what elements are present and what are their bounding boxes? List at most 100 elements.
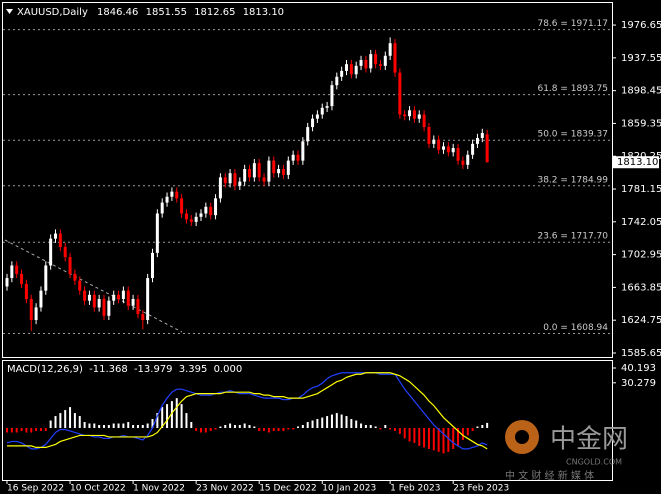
histogram-bar <box>229 423 232 428</box>
histogram-bar <box>6 427 8 433</box>
y-tick-label: 30.279 <box>621 378 656 389</box>
candle-body <box>349 64 353 75</box>
candle-body <box>136 299 140 315</box>
fib-label: 61.8 = 1893.75 <box>537 84 608 94</box>
candle-body <box>485 134 489 163</box>
histogram-bar <box>258 427 261 431</box>
fib-label: 50.0 = 1839.37 <box>537 130 608 140</box>
histogram-bar <box>311 420 314 428</box>
histogram-bar <box>248 425 251 428</box>
histogram-bar <box>30 427 33 433</box>
histogram-bar <box>10 427 13 433</box>
candle-body <box>102 299 106 316</box>
histogram-bar <box>364 425 367 428</box>
candle-body <box>243 169 247 182</box>
histogram-bar <box>107 425 110 428</box>
price-marker <box>613 156 659 169</box>
histogram-bar <box>59 413 62 428</box>
y-tick-label: 1898.45 <box>621 86 661 97</box>
candle-body <box>301 141 305 161</box>
candle-body <box>39 290 43 308</box>
histogram-bar <box>117 423 120 428</box>
histogram-bar <box>69 407 72 428</box>
y-tick-label: 1781.15 <box>621 184 661 195</box>
histogram-bar <box>141 425 144 428</box>
histogram-bar <box>389 427 392 430</box>
candle-body <box>175 191 179 199</box>
histogram-bar <box>83 422 86 428</box>
y-tick-label: 1663.85 <box>621 282 661 293</box>
candle-body <box>335 76 339 86</box>
price-panel <box>2 2 613 358</box>
candle-body <box>131 299 135 306</box>
histogram-bar <box>297 426 299 428</box>
histogram-bar <box>156 413 159 428</box>
candle-body <box>417 114 421 119</box>
histogram-bar <box>330 414 333 428</box>
candle-body <box>44 265 48 291</box>
brand: 中金网 <box>550 425 628 455</box>
candle-body <box>146 278 150 320</box>
candle-body <box>20 273 24 284</box>
candle-body <box>54 233 57 239</box>
candle-body <box>141 314 145 320</box>
candle-body <box>461 160 465 165</box>
candle-body <box>262 177 266 182</box>
candle-body <box>291 154 295 161</box>
histogram-bar <box>64 410 67 428</box>
candle-body <box>325 106 329 108</box>
candle-body <box>451 148 455 153</box>
histogram-bar <box>394 427 396 431</box>
candle-body <box>155 213 159 253</box>
candle-body <box>296 154 300 161</box>
candle-body <box>388 43 392 56</box>
histogram-bar <box>398 427 401 434</box>
fib-label: 38.2 = 1784.99 <box>537 175 608 185</box>
histogram-bar <box>54 416 57 428</box>
candle-body <box>49 238 53 266</box>
histogram-bar <box>233 425 236 428</box>
candle-body <box>34 307 38 320</box>
candle-body <box>10 265 14 279</box>
candle-body <box>442 146 445 150</box>
histogram-bar <box>350 419 353 428</box>
candle-body <box>345 64 348 71</box>
candle-body <box>5 278 9 287</box>
candle-body <box>87 294 91 301</box>
menu-arrow <box>6 9 13 14</box>
candle-body <box>121 290 125 300</box>
x-tick-label: 1 Feb 2023 <box>390 484 440 494</box>
histogram-bar <box>418 427 421 446</box>
candle-body <box>446 146 450 153</box>
candle-body <box>209 206 213 216</box>
histogram-bar <box>132 425 135 428</box>
histogram-bar <box>360 423 363 428</box>
histogram-bar <box>301 425 304 428</box>
candle-body <box>160 202 164 214</box>
y-tick-label: 1624.75 <box>621 315 661 326</box>
histogram-bar <box>78 416 81 428</box>
histogram-bar <box>277 427 280 431</box>
histogram-bar <box>98 425 101 428</box>
candle-body <box>180 198 184 214</box>
candle-body <box>311 118 315 128</box>
candle-body <box>320 107 324 115</box>
candle-body <box>248 169 251 178</box>
candle-body <box>29 299 33 320</box>
candle-body <box>412 110 416 119</box>
histogram-bar <box>112 423 115 428</box>
candle-body <box>480 132 484 138</box>
x-tick-label: 16 Sep 2022 <box>7 484 64 494</box>
candle-body <box>58 233 62 248</box>
candle-body <box>306 127 310 142</box>
histogram-bar <box>369 425 372 428</box>
candle-body <box>364 59 368 69</box>
candle-body <box>233 173 237 186</box>
macd-line <box>7 372 488 450</box>
candle-body <box>315 114 319 119</box>
candle-body <box>272 160 276 174</box>
candle-body <box>228 173 232 184</box>
histogram-bar <box>20 427 23 431</box>
candle-body <box>427 127 431 144</box>
